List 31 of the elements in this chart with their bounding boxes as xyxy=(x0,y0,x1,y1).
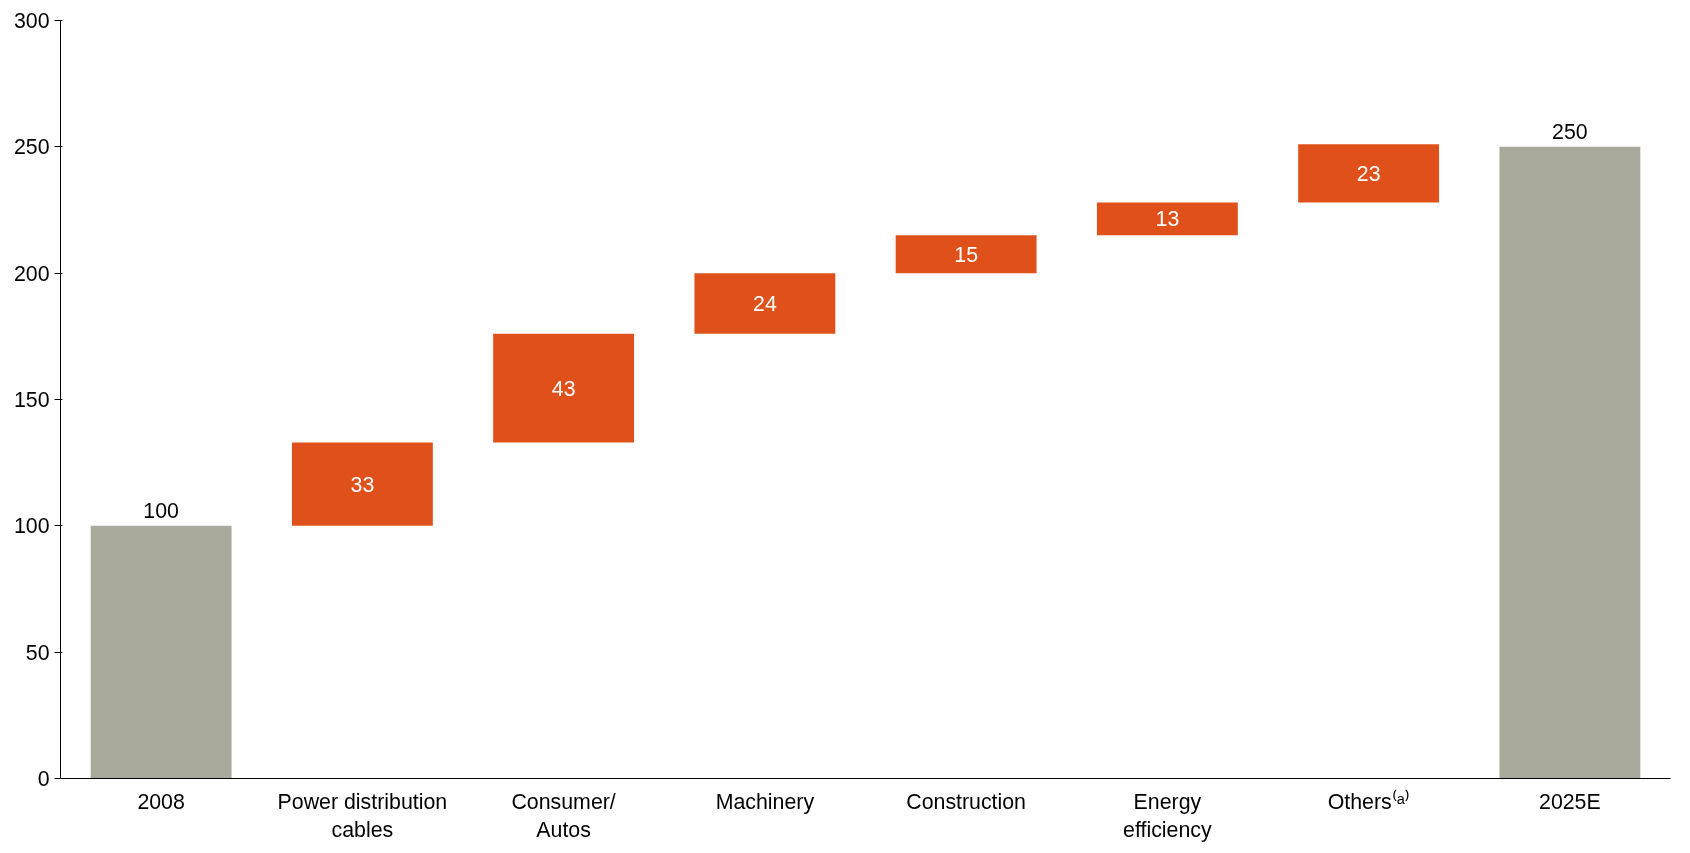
y-tick-label: 150 xyxy=(13,388,50,412)
x-tick-label: Machinery xyxy=(715,789,815,814)
data-label: 24 xyxy=(753,291,777,316)
data-label: 43 xyxy=(551,376,576,401)
x-tick-label: Power distribution cables xyxy=(277,789,448,843)
bar xyxy=(1096,202,1238,236)
data-label: 250 xyxy=(1552,119,1588,144)
x-tick-label: 2025E xyxy=(1539,789,1601,814)
data-label: 23 xyxy=(1356,161,1381,186)
bar xyxy=(895,235,1037,274)
data-label: 100 xyxy=(143,498,180,523)
data-label: 13 xyxy=(1155,207,1180,232)
bar xyxy=(493,333,635,443)
y-tick-label: 200 xyxy=(13,261,50,286)
x-tick-label: Others⁽ᵃ⁾ xyxy=(1327,788,1410,814)
y-tick-label: 300 xyxy=(13,9,50,33)
bar xyxy=(1298,144,1440,203)
y-tick-label: 0 xyxy=(37,767,50,791)
x-tick-label: Consumer/ Autos xyxy=(511,789,616,843)
x-tick-label: Construction xyxy=(906,789,1026,814)
data-label: 33 xyxy=(350,472,375,497)
data-label: 15 xyxy=(954,242,978,267)
bar xyxy=(1499,146,1641,779)
y-tick-label: 50 xyxy=(25,640,50,665)
y-tick-label: 100 xyxy=(13,514,50,539)
bar xyxy=(90,525,232,779)
x-tick-label: Energy efficiency xyxy=(1123,789,1212,843)
x-tick-label: 2008 xyxy=(137,789,185,814)
bar xyxy=(694,273,836,334)
y-tick-label: 250 xyxy=(13,135,50,160)
bar xyxy=(291,442,433,526)
